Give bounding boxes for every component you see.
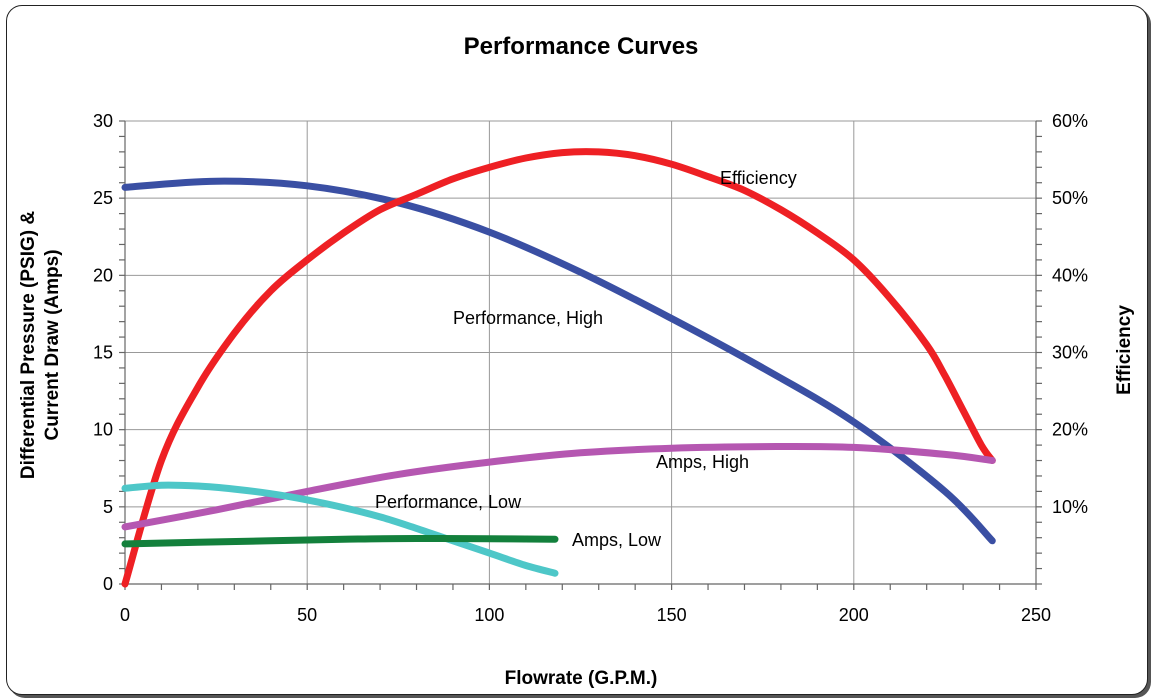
x-tick-label: 50 bbox=[297, 605, 317, 625]
x-tick-label: 150 bbox=[657, 605, 687, 625]
y-tick-label: 15 bbox=[93, 343, 113, 363]
y-axis-title-line-1: Differential Pressure (PSIG) & bbox=[18, 211, 39, 479]
series-line-amps-low bbox=[121, 534, 559, 548]
y-tick-label: 25 bbox=[93, 188, 113, 208]
axes bbox=[119, 120, 1042, 590]
y2-tick-label: 50% bbox=[1052, 188, 1088, 208]
y-tick-label: 30 bbox=[93, 111, 113, 131]
x-tick-label: 200 bbox=[839, 605, 869, 625]
x-tick-label: 100 bbox=[474, 605, 504, 625]
series-line-amps-high bbox=[121, 442, 996, 531]
series-line-efficiency bbox=[121, 148, 996, 588]
chart-title: Performance Curves bbox=[464, 33, 699, 60]
series-curves bbox=[121, 148, 996, 588]
chart-frame bbox=[6, 5, 1148, 695]
label-amps-high: Amps, High bbox=[656, 452, 749, 472]
x-tick-label: 250 bbox=[1021, 605, 1051, 625]
tick-labels: 0 5 10 15 20 25 30 0 50 100 150 200 250 10% 20% 30% 40% 5… bbox=[93, 111, 1088, 625]
y2-tick-label: 10% bbox=[1052, 497, 1088, 517]
y2-tick-label: 30% bbox=[1052, 343, 1088, 363]
y2-tick-label: 60% bbox=[1052, 111, 1088, 131]
y-tick-label: 20 bbox=[93, 265, 113, 285]
y2-tick-label: 40% bbox=[1052, 265, 1088, 285]
label-amps-low: Amps, Low bbox=[572, 530, 662, 550]
label-performance-high: Performance, High bbox=[453, 308, 603, 328]
x-axis-title: Flowrate (G.P.M.) bbox=[505, 668, 658, 689]
series-line-performance-high bbox=[121, 177, 996, 545]
x-tick-label: 0 bbox=[120, 605, 130, 625]
y-axis-title-line-2: Current Draw (Amps) bbox=[42, 249, 63, 440]
y2-axis-title: Efficiency bbox=[1114, 305, 1135, 395]
gridlines bbox=[124, 120, 1037, 585]
label-performance-low: Performance, Low bbox=[375, 492, 522, 512]
y2-tick-label: 20% bbox=[1052, 420, 1088, 440]
y-tick-label: 0 bbox=[103, 574, 113, 594]
y-axis-title: Differential Pressure (PSIG) & Current D… bbox=[18, 211, 63, 479]
series-line-performance-low bbox=[121, 481, 559, 577]
label-efficiency: Efficiency bbox=[720, 168, 797, 188]
y-tick-label: 10 bbox=[93, 420, 113, 440]
y-tick-label: 5 bbox=[103, 497, 113, 517]
